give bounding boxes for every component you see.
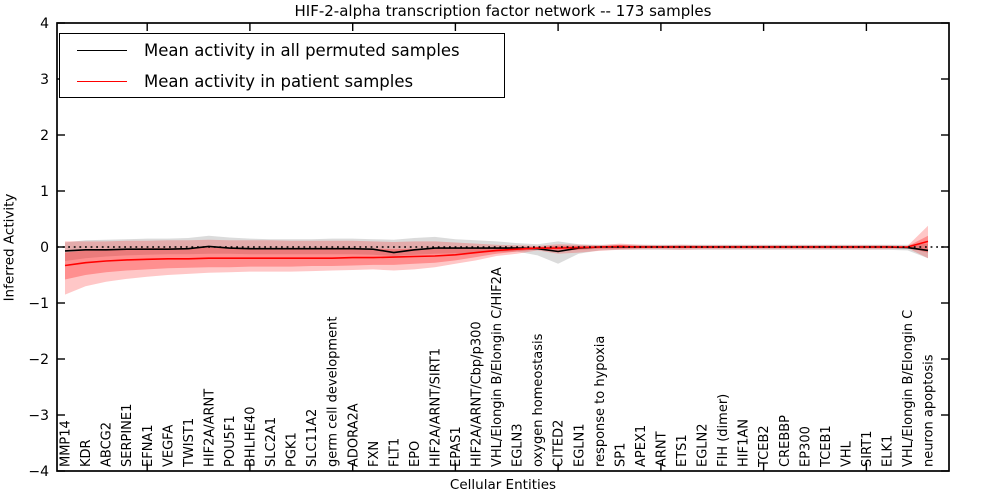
y-tick-label: 3 — [40, 72, 49, 88]
x-tick-label: TWIST1 — [182, 418, 197, 468]
x-tick-label: germ cell development — [326, 317, 341, 467]
x-tick-label: FLT1 — [387, 438, 402, 467]
y-tick-label: −4 — [28, 464, 49, 480]
x-tick-label: EGLN1 — [572, 423, 587, 467]
legend: Mean activity in all permuted samples Me… — [59, 33, 505, 98]
x-axis-label: Cellular Entities — [449, 477, 557, 493]
x-tick-label: SLC2A1 — [264, 417, 279, 467]
x-tick-label: KDR — [79, 439, 94, 467]
y-tick-label: −1 — [28, 296, 49, 312]
x-tick-label: VHL/Elongin B/Elongin C — [901, 310, 916, 467]
x-tick-label: MMP14 — [59, 420, 74, 467]
y-tick-labels: 4 3 2 1 0 −1 −2 −3 −4 — [28, 16, 49, 480]
x-tick-label: SERPINE1 — [120, 404, 135, 467]
x-tick-label: EPAS1 — [449, 426, 464, 467]
x-tick-label: PGK1 — [285, 432, 300, 467]
patient-mean-line — [64, 240, 929, 267]
y-axis-label: Inferred Activity — [1, 193, 18, 302]
legend-item-permuted: Mean activity in all permuted samples — [60, 35, 504, 65]
y-tick-label: −3 — [28, 408, 49, 424]
y-tick-label: 0 — [40, 240, 49, 256]
legend-item-patient: Mean activity in patient samples — [60, 66, 504, 96]
chart-title: HIF-2-alpha transcription factor network… — [294, 2, 712, 20]
y-tick-label: 4 — [40, 16, 49, 32]
x-tick-label: BHLHE40 — [244, 407, 259, 467]
x-tick-label: HIF2A/ARNT/SIRT1 — [429, 348, 444, 467]
x-tick-label: CITED2 — [552, 420, 567, 467]
legend-line-sample-permuted — [77, 49, 127, 51]
y-axis-ticks — [57, 22, 949, 472]
x-tick-label: TCEB1 — [819, 425, 834, 468]
x-tick-label: EP300 — [798, 426, 813, 467]
x-tick-label: EGLN3 — [511, 423, 526, 467]
x-tick-label: HIF1AN — [737, 419, 752, 467]
x-tick-label: EPO — [408, 441, 423, 467]
x-tick-label: EGLN2 — [696, 423, 711, 467]
y-tick-label: 2 — [40, 128, 49, 144]
legend-line-sample-patient — [77, 80, 127, 82]
x-tick-label: HIF2A/ARNT/Cbp/p300 — [470, 321, 485, 467]
x-tick-label: SP1 — [613, 443, 628, 467]
x-tick-label: FXN — [367, 441, 382, 467]
x-tick-label: FIH (dimer) — [716, 394, 731, 467]
x-tick-label: oxygen homeostasis — [531, 333, 546, 467]
x-tick-label: CREBBP — [778, 415, 793, 467]
y-tick-label: 1 — [40, 184, 49, 200]
x-tick-label: response to hypoxia — [593, 336, 608, 467]
x-tick-label: ETS1 — [675, 434, 690, 467]
x-axis-ticks — [146, 23, 868, 471]
x-tick-label: VHL — [839, 440, 854, 467]
x-tick-label: ARNT — [655, 431, 670, 467]
x-tick-label: SIRT1 — [860, 431, 875, 467]
legend-label-permuted: Mean activity in all permuted samples — [144, 40, 460, 60]
x-tick-label: POU5F1 — [223, 415, 238, 467]
x-tick-label: APEX1 — [634, 425, 649, 467]
x-tick-label: VEGFA — [161, 425, 176, 467]
legend-label-patient: Mean activity in patient samples — [144, 71, 414, 91]
x-tick-label: SLC11A2 — [305, 409, 320, 467]
x-tick-label: ABCG2 — [100, 422, 115, 467]
x-tick-label: EFNA1 — [141, 424, 156, 467]
x-tick-label: VHL/Elongin B/Elongin C/HIF2A — [490, 267, 505, 467]
x-tick-label: HIF2A/ARNT — [202, 389, 217, 467]
y-tick-label: −2 — [28, 352, 49, 368]
x-tick-label: TCEB2 — [757, 425, 772, 468]
x-tick-label: ADORA2A — [346, 403, 361, 467]
x-tick-label: neuron apoptosis — [922, 354, 937, 467]
x-tick-label: ELK1 — [881, 435, 896, 467]
patient-outer-band — [65, 225, 928, 295]
x-tick-labels: MMP14 KDR ABCG2 SERPINE1 EFNA1 VEGFA TWIST1 HIF… — [59, 267, 937, 468]
